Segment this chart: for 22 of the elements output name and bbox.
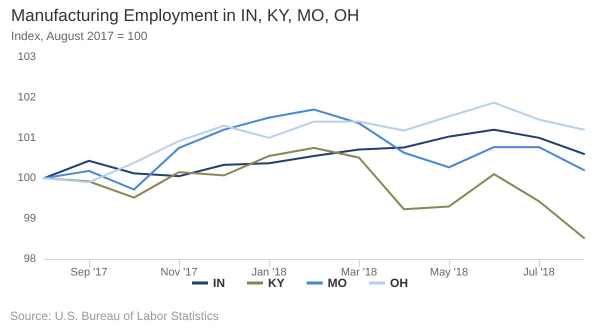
x-tick-label: Sep '17 [70, 266, 108, 278]
legend-label: OH [390, 276, 408, 290]
legend-label: MO [328, 276, 348, 290]
legend-label: KY [268, 276, 285, 290]
chart-subtitle: Index, August 2017 = 100 [11, 29, 148, 43]
legend-label: IN [213, 276, 225, 290]
line-series [43, 102, 585, 184]
y-tick-label: 99 [24, 212, 36, 225]
x-tick-label: Jan '18 [251, 266, 287, 278]
line-series [43, 108, 585, 191]
chart-title: Manufacturing Employment in IN, KY, MO, OH [11, 6, 360, 25]
x-tick-label: Nov '17 [160, 266, 198, 278]
line-series [43, 128, 585, 180]
y-tick-label: 102 [18, 91, 36, 104]
y-tick-label: 100 [18, 172, 36, 184]
x-tick-label: May '18 [430, 266, 468, 278]
x-tick-label: Mar '18 [340, 266, 378, 278]
y-tick-label: 103 [18, 51, 36, 63]
x-tick-label: Jul '18 [523, 266, 555, 278]
y-tick-label: 101 [18, 132, 36, 144]
y-tick-label: 98 [24, 253, 36, 265]
source-note: Source: U.S. Bureau of Labor Statistics [10, 309, 219, 323]
